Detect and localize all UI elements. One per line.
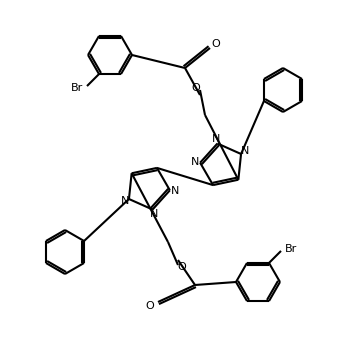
Text: O: O (212, 39, 220, 49)
Text: O: O (192, 83, 200, 93)
Text: Br: Br (71, 83, 83, 93)
Text: N: N (212, 134, 221, 143)
Text: O: O (177, 262, 187, 272)
Text: N: N (120, 197, 129, 206)
Text: N: N (171, 186, 179, 196)
Text: Br: Br (285, 244, 297, 254)
Text: N: N (191, 157, 199, 167)
Text: O: O (145, 301, 155, 311)
Text: N: N (149, 209, 158, 219)
Text: N: N (241, 147, 250, 156)
